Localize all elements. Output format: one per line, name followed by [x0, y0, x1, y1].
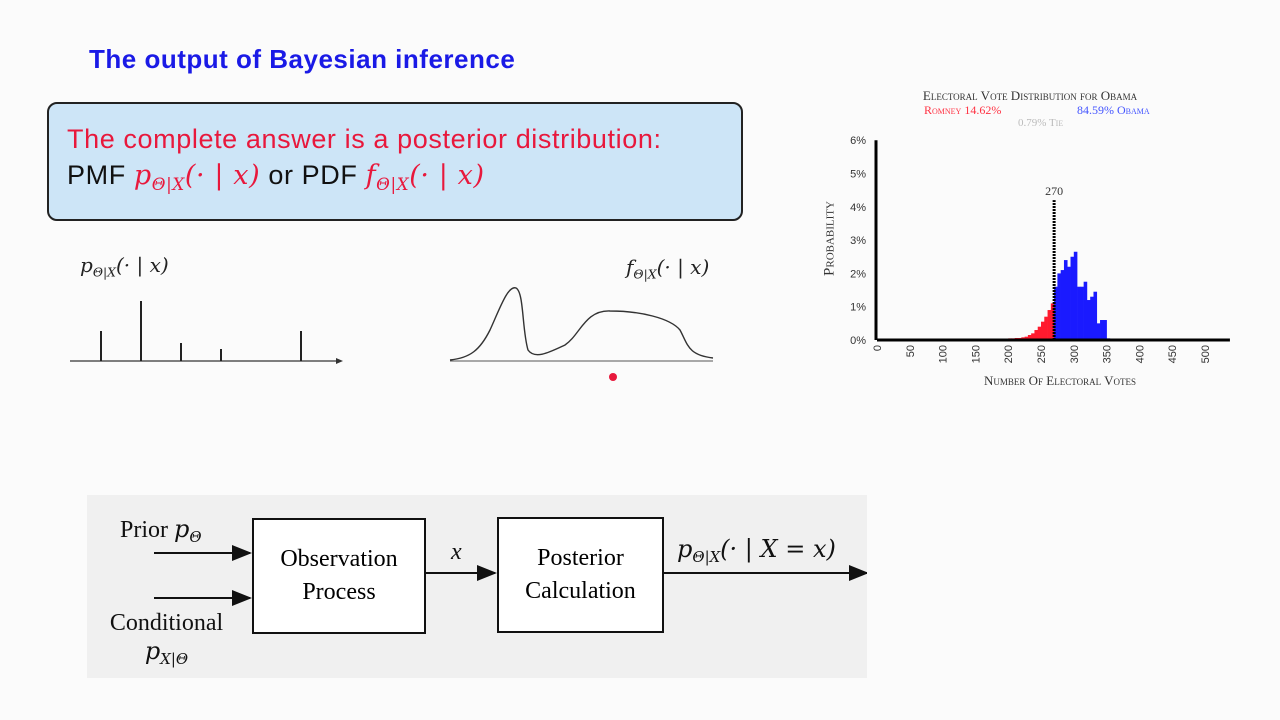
slide-title: The output of Bayesian inference: [89, 44, 516, 74]
y-tick-label: 6%: [850, 135, 866, 147]
pmf-label: PMF: [67, 160, 126, 190]
histogram-bar: [1093, 291, 1098, 340]
histogram-bar: [1067, 266, 1071, 340]
histogram-bar: [1031, 333, 1035, 340]
y-tick-label: 3%: [850, 235, 866, 247]
histogram-bar: [1090, 296, 1094, 340]
axis-arrow-icon: [336, 358, 343, 364]
x-tick-label: 500: [1200, 345, 1212, 363]
laser-pointer-dot: [609, 373, 617, 381]
pmf-formula: pΘ|X(· | x): [133, 160, 261, 194]
x-axis-label: Number Of Electoral Votes: [984, 373, 1136, 388]
pdf-sketch-label: fΘ|X(· | x): [626, 255, 710, 282]
legend-romney: Romney 14.62%: [924, 103, 1002, 117]
pmf-sketch: [70, 301, 343, 364]
histogram-bar: [1086, 300, 1091, 340]
y-tick-label: 0%: [850, 335, 866, 347]
x-tick-label: 200: [1003, 345, 1015, 363]
histogram-bar: [1060, 270, 1065, 340]
histogram-bar: [1024, 336, 1029, 340]
histogram-bar: [1063, 260, 1068, 340]
histogram-bar: [1044, 316, 1048, 340]
x-tick-label: 300: [1069, 345, 1081, 363]
histogram-bar: [1080, 286, 1084, 340]
histogram-bar: [1041, 321, 1045, 340]
chart-title: Electoral Vote Distribution for Obama: [922, 88, 1138, 103]
histogram-bar: [1047, 310, 1052, 340]
x-tick-label: 150: [970, 345, 982, 363]
pdf-sketch: [449, 287, 714, 362]
x-tick-label: 250: [1036, 345, 1048, 363]
x-tick-label: 400: [1134, 345, 1146, 363]
histogram-bar: [1073, 251, 1078, 340]
callout-line1: The complete answer is a posterior distr…: [67, 124, 662, 154]
sketches: [70, 287, 714, 381]
inference-diagram: Prior pΘ Conditional pX|Θ Observation Proc…: [87, 495, 867, 678]
observation-process-block: Observation Process: [252, 518, 426, 634]
posterior-calculation-block: Posterior Calculation: [497, 517, 664, 633]
y-tick-label: 1%: [850, 302, 866, 314]
x-tick-label: 50: [905, 345, 917, 357]
histogram-bar: [1083, 281, 1088, 340]
pdf-label: PDF: [301, 160, 358, 190]
histogram-bar: [1103, 320, 1107, 340]
y-tick-label: 4%: [850, 202, 866, 214]
histogram-bar: [1054, 286, 1058, 340]
histogram-bar: [1096, 323, 1101, 340]
y-tick-label: 2%: [850, 268, 866, 280]
histogram-bar: [1100, 320, 1104, 340]
x-tick-label: 0: [872, 345, 884, 351]
x-tick-label: 100: [938, 345, 950, 363]
pdf-curve: [449, 287, 714, 361]
diagram-arrows: [154, 545, 867, 606]
pmf-sketch-label: pΘ|X(· | x): [80, 253, 169, 280]
y-tick-label: 5%: [850, 169, 866, 181]
threshold-label: 270: [1045, 184, 1063, 198]
x-tick-label: 450: [1167, 345, 1179, 363]
histogram-bar: [1077, 286, 1081, 340]
legend-tie: 0.79% Tie: [1018, 117, 1064, 129]
histogram-bar: [1057, 273, 1061, 340]
histogram-bar: [1037, 326, 1042, 340]
x-tick-label: 350: [1102, 345, 1114, 363]
histogram-bar: [1027, 335, 1032, 340]
callout-line2: PMF pΘ|X(· | x) or PDF fΘ|X(· | x): [67, 160, 485, 194]
posterior-callout: The complete answer is a posterior distr…: [47, 102, 743, 221]
histogram-bar: [1034, 330, 1039, 340]
prior-label: Prior pΘ: [120, 515, 202, 547]
electoral-chart: 270 0% 1% 2% 3% 4% 5% 6% 0 50 100 150 200 250 300 350 40…: [850, 135, 1230, 363]
legend-obama: 84.59% Obama: [1077, 103, 1150, 117]
output-label: pΘ|X(· | X = x): [677, 535, 836, 567]
conditional-label: Conditional pX|Θ: [109, 610, 224, 669]
pdf-formula: fΘ|X(· | x): [365, 160, 485, 194]
or-text: or: [268, 160, 294, 190]
histogram-bar: [1070, 256, 1075, 340]
x-symbol: x: [451, 539, 462, 565]
